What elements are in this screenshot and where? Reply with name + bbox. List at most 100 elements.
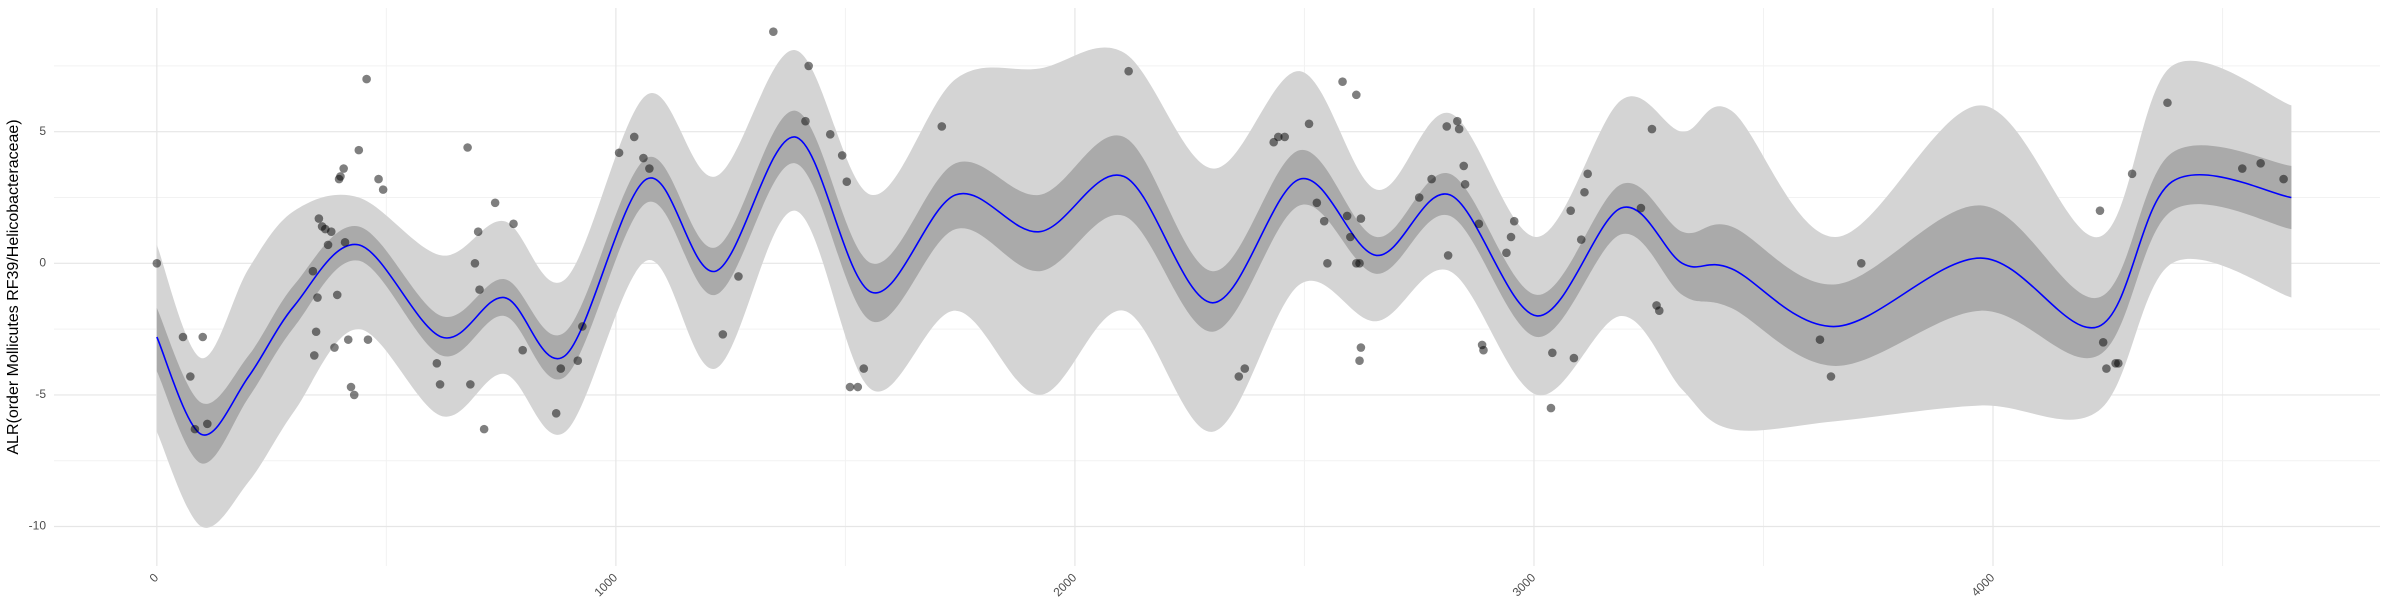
data-point [470,259,480,268]
x-tick-label: 4000 [1969,570,1998,599]
data-point [614,148,624,158]
y-tick-label: 5 [39,124,46,138]
data-point [1502,248,1511,258]
data-point [842,177,852,187]
data-point [1566,206,1575,215]
data-point [435,380,445,389]
data-point [1654,306,1664,315]
x-tick-label: 3000 [1510,570,1539,599]
data-point [1352,90,1361,100]
x-tick-label: 2000 [1051,570,1080,599]
data-point [1355,356,1364,365]
data-point [1280,132,1290,142]
data-point [311,327,321,337]
data-point [314,214,324,223]
data-point [354,145,364,155]
y-axis-label: ALR(order Mollicutes RF39/Helicobacterac… [5,119,22,454]
data-point [1304,119,1314,129]
data-point [378,185,388,194]
data-point [2163,98,2172,108]
data-point [509,219,518,229]
data-point [1312,198,1322,208]
data-point [853,382,863,392]
data-point [1319,216,1329,226]
data-point [2279,174,2288,184]
data-point [1856,259,1866,268]
data-point [1338,77,1347,86]
data-point [859,364,869,373]
data-point [629,132,639,142]
data-point [1548,348,1557,358]
data-point [308,266,318,276]
data-point [1443,251,1453,260]
data-point [1124,66,1133,76]
data-point [190,424,200,434]
data-point [1546,403,1556,413]
data-point [473,227,483,237]
data-point [1826,372,1836,381]
data-point [1427,174,1436,184]
data-point [1576,235,1586,244]
data-point [2102,364,2111,373]
data-point [825,130,835,139]
data-point [346,382,356,392]
data-point [343,335,353,344]
data-point [1509,216,1519,226]
data-point [203,419,212,429]
data-point [1636,203,1646,213]
data-point [152,259,162,268]
y-tick-label: -10 [29,519,47,533]
data-point [1454,124,1464,134]
data-point [2237,164,2247,173]
data-point [1580,187,1589,197]
data-point [718,330,728,339]
confidence-band [156,110,2292,464]
data-point [734,272,743,281]
data-point [186,372,195,381]
data-point [645,164,654,173]
data-point [332,290,342,300]
data-point [1356,214,1366,223]
data-point [1273,132,1283,142]
y-tick-label: -5 [35,387,46,401]
data-point [339,164,348,173]
data-point [2256,158,2265,168]
data-point [1342,211,1352,221]
data-point [1240,364,1250,373]
data-point [556,364,566,373]
data-point [1442,122,1452,131]
data-point [479,424,489,434]
data-point [1474,219,1484,229]
data-point [1583,169,1592,179]
data-point [845,382,855,392]
data-point [1414,193,1424,202]
data-point [336,172,345,181]
data-point [551,409,561,418]
data-point [330,343,339,352]
data-point [463,143,472,152]
data-point [309,351,319,360]
data-point [1506,232,1516,242]
data-point [1569,353,1579,363]
data-point [2114,359,2123,368]
data-point [1355,259,1364,268]
data-point [1346,232,1355,242]
data-point [323,240,333,250]
data-point [518,345,527,355]
data-point [2098,337,2108,347]
data-point [432,359,442,368]
data-point [1356,343,1366,352]
data-point [639,153,648,163]
data-point [1815,335,1825,344]
data-point [198,332,208,342]
data-point [801,116,810,126]
data-point [1323,259,1332,268]
data-point [2127,169,2137,179]
data-point [1647,124,1657,134]
data-point [1234,372,1244,381]
data-point [178,332,188,342]
data-point [573,356,583,365]
data-point [374,174,383,184]
